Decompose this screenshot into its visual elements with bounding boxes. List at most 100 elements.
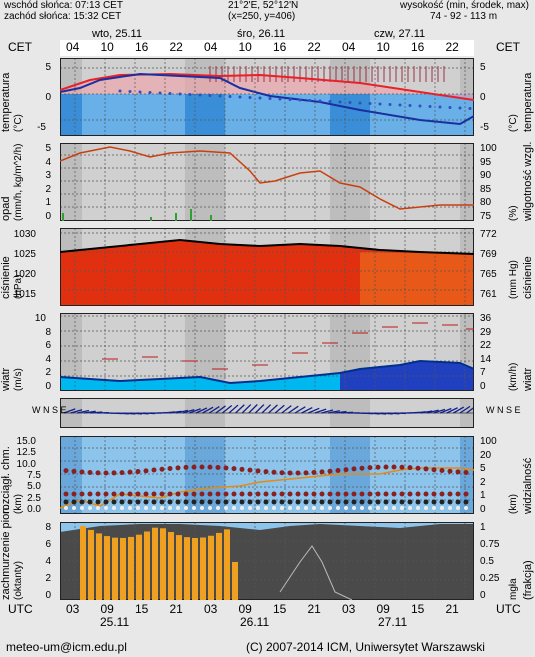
top-hour-label: 16	[273, 40, 287, 54]
tick-right: 7	[480, 367, 486, 379]
cloud-mid-dot	[423, 491, 429, 497]
cloud-base-dot	[175, 465, 181, 471]
cloudcover-bar	[144, 531, 150, 600]
chill-dot	[208, 94, 212, 97]
top-day-label: czw, 27.11	[374, 28, 426, 40]
wind-arrow	[202, 406, 214, 414]
cloud-ground-dot	[304, 506, 308, 510]
cloud-low-dot	[135, 499, 141, 505]
wind-arrow	[176, 409, 189, 414]
cloud-low-dot	[327, 499, 333, 505]
axis-unit-right: (mm Hg)	[508, 260, 519, 299]
cloud-mid-dot	[383, 491, 389, 497]
wind-arrow	[208, 405, 220, 414]
cloud-mid-dot	[399, 491, 405, 497]
cloud-ground-dot	[312, 506, 316, 510]
chill-dot	[168, 92, 172, 95]
bottom-hour-label: 15	[273, 602, 287, 616]
cloud-ground-dot	[264, 506, 268, 510]
cloudcover-bar	[120, 537, 126, 600]
cloud-low-dot	[71, 499, 77, 505]
coords-text: 21°2'E, 52°12'N	[228, 0, 299, 11]
chill-dot	[468, 107, 472, 110]
cloud-low-dot	[199, 499, 205, 505]
tick-left: 0	[45, 381, 51, 392]
cloud-base-dot	[359, 465, 365, 471]
cloud-base-dot	[271, 469, 277, 475]
cloud-mid-dot	[279, 491, 285, 497]
night-band	[460, 143, 474, 221]
cloud-low-dot	[351, 499, 357, 505]
wind-arrow	[215, 405, 226, 414]
cloud-mid-dot	[183, 491, 189, 497]
night-below-zero	[330, 94, 370, 136]
chill-dot	[198, 93, 202, 97]
cloud-base-dot	[319, 469, 325, 475]
panel-border	[60, 143, 474, 221]
cloud-mid-dot	[239, 491, 245, 497]
top-hour-label: 10	[238, 40, 252, 54]
chill-dot	[348, 101, 352, 104]
cloud-ground-dot	[408, 506, 412, 510]
cloud-low-dot	[223, 499, 229, 505]
cloud-base-dot	[127, 469, 133, 475]
tick-left: 2	[45, 573, 51, 584]
tick-left: 1	[45, 197, 51, 209]
top-night-cell	[460, 40, 474, 56]
tick-right: -5	[480, 122, 489, 133]
panel-border	[60, 398, 474, 428]
tick-left: 0.0	[27, 504, 41, 515]
panel-border	[60, 436, 474, 514]
cloud-mid-dot	[247, 491, 253, 497]
chill-dot	[158, 91, 162, 95]
cloudcover-bar	[136, 534, 142, 600]
axis-label-left: temperatura	[0, 72, 12, 132]
cloud-low-dot	[447, 499, 453, 505]
panel-border	[60, 522, 474, 600]
cloud-ground-dot	[144, 506, 148, 510]
tick-right: 1	[480, 490, 486, 502]
chill-dot	[318, 99, 322, 103]
cloud-base-dot	[279, 470, 285, 476]
axis-unit-right: (%)	[508, 205, 519, 221]
cloud-mid-dot	[175, 491, 181, 497]
cloud-base-dot	[183, 464, 189, 470]
cloud-low-dot	[151, 499, 157, 505]
axis-unit-right: (km)	[508, 494, 519, 514]
precip-bar	[175, 213, 177, 221]
cloud-mid-dot	[215, 491, 221, 497]
cloud-low-dot	[175, 499, 181, 505]
cloud-ground-dot	[392, 506, 396, 510]
tick-right: 765	[480, 269, 497, 280]
pressure-line	[60, 238, 474, 255]
cloud-ground-dot	[128, 506, 132, 510]
cloud-ground-dot	[280, 506, 284, 510]
cloud-base-dot	[431, 467, 437, 473]
cloud-mid-dot	[199, 491, 205, 497]
tick-right: 0.25	[480, 573, 500, 584]
tick-right: 90	[480, 170, 492, 182]
chill-dot	[148, 91, 152, 94]
axis-unit-left: (mm/h, kg/m^2/h)	[13, 143, 24, 221]
axis-unit-left: (oktanty)	[13, 561, 24, 600]
tick-right: 100	[480, 436, 497, 447]
chill-dot	[338, 100, 342, 104]
cloud-low-dot	[375, 499, 381, 505]
cloud-mid-dot	[447, 491, 453, 497]
cloudcover-panel	[60, 522, 474, 600]
top-day-label: śro, 26.11	[237, 28, 286, 40]
night-below-zero	[60, 94, 82, 136]
tick-right: 75	[480, 211, 492, 222]
cloud-mid-dot	[207, 491, 213, 497]
tick-left: 10	[34, 313, 46, 324]
tz-right-bottom: UTC	[496, 602, 521, 616]
cloud-base-dot	[303, 470, 309, 476]
tick-right: 0	[480, 381, 486, 392]
wind-arrow	[334, 410, 347, 414]
contact-email[interactable]: meteo-um@icm.edu.pl	[6, 640, 127, 654]
cloud-ground-dot	[272, 506, 276, 510]
chill-dot	[138, 90, 142, 94]
night-band	[60, 143, 82, 221]
cloud-ground-dot	[328, 506, 332, 510]
axis-label-right: (frakcja)	[522, 560, 534, 600]
